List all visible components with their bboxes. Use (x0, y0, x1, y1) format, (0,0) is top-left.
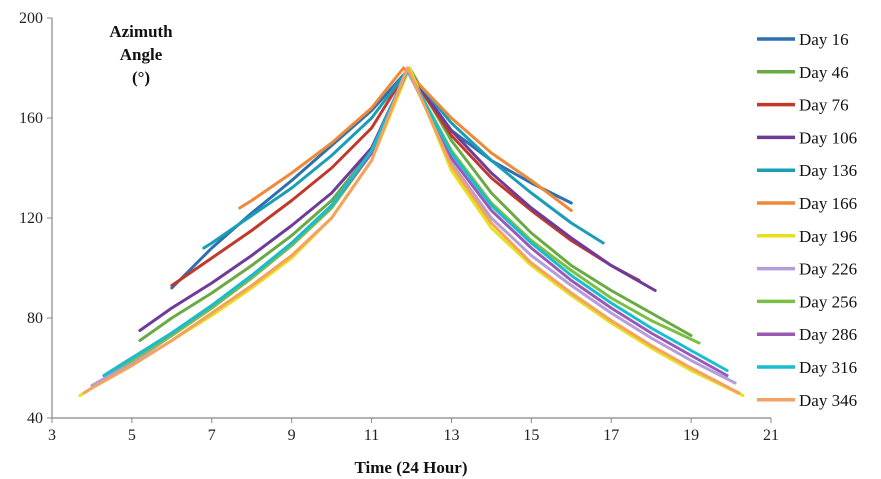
series-line-day-136 (202, 69, 605, 250)
y-axis-title-line-3: (°) (132, 68, 150, 87)
legend-label: Day 166 (799, 194, 857, 213)
series-line-day-76 (170, 69, 641, 287)
x-tick-label: 11 (364, 427, 379, 444)
legend-label: Day 286 (799, 325, 857, 344)
x-tick-label: 15 (523, 427, 539, 444)
legend-label: Day 106 (799, 128, 857, 147)
legend-label: Day 16 (799, 30, 849, 49)
x-ticks: 3 5 7 9 11 13 15 17 19 21 (48, 418, 779, 444)
x-tick-label: 13 (443, 427, 459, 444)
x-tick-label: 19 (683, 427, 699, 444)
series-line-day-166 (238, 66, 573, 212)
x-tick-label: 21 (763, 427, 779, 444)
x-tick-label: 9 (288, 427, 296, 444)
series-line-day-196 (78, 66, 745, 397)
legend-label: Day 196 (799, 227, 857, 246)
y-tick-label: 80 (27, 310, 43, 327)
x-tick-label: 17 (603, 427, 619, 444)
legend-label: Day 46 (799, 63, 849, 82)
legend: Day 16 Day 46 Day 76 Day 106 Day 136 Day 166 D… (757, 30, 857, 410)
y-axis-title-line-2: Angle (120, 45, 163, 64)
legend-label: Day 256 (799, 292, 857, 311)
y-tick-label: 40 (27, 410, 43, 427)
x-tick-label: 3 (48, 427, 56, 444)
x-tick-label: 5 (128, 427, 136, 444)
y-tick-label: 160 (19, 110, 43, 127)
y-axis-title: Azimuth Angle (°) (109, 22, 173, 87)
y-tick-label: 120 (19, 210, 43, 227)
series-line-day-16 (170, 69, 573, 290)
series-line-day-346 (82, 66, 741, 395)
y-tick-label: 200 (19, 10, 43, 27)
plot-lines (78, 66, 745, 397)
legend-label: Day 316 (799, 358, 857, 377)
legend-label: Day 226 (799, 260, 857, 279)
y-ticks: 40 80 120 160 200 (19, 10, 52, 427)
x-axis-title: Time (24 Hour) (354, 458, 467, 477)
y-axis-title-line-1: Azimuth (109, 22, 173, 41)
series-line-day-286 (106, 69, 729, 377)
legend-label: Day 346 (799, 391, 857, 410)
series-line-day-256 (102, 69, 701, 377)
legend-label: Day 136 (799, 161, 857, 180)
legend-label: Day 76 (799, 96, 849, 115)
x-tick-label: 7 (208, 427, 216, 444)
series-line-day-316 (102, 69, 729, 377)
